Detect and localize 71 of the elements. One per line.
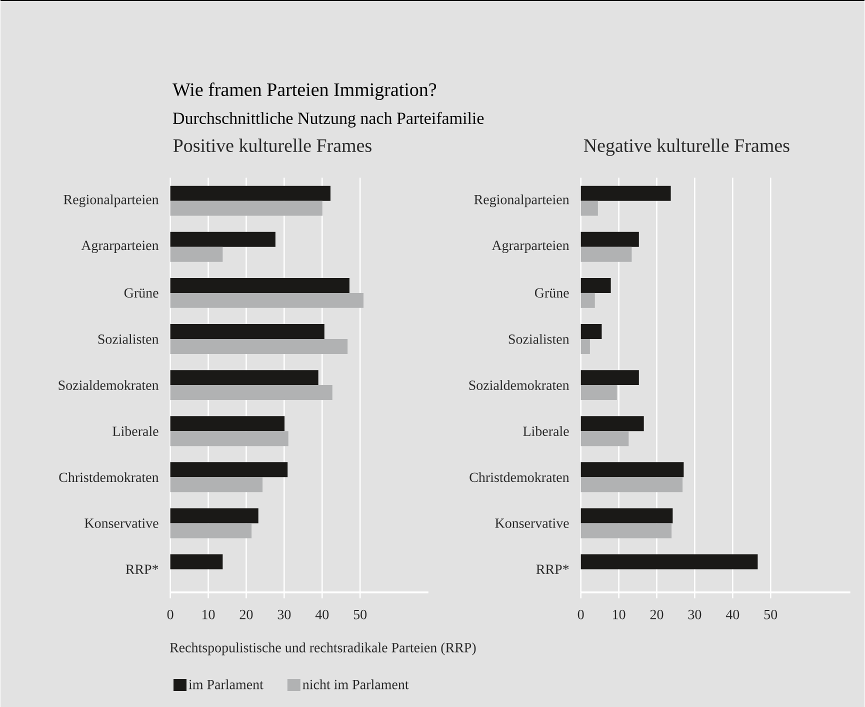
bar [170, 554, 223, 570]
bar [580, 324, 602, 339]
x-tick-label: 0 [578, 610, 584, 620]
bar [580, 523, 672, 538]
x-tick-label: 10 [613, 610, 626, 620]
bar [580, 477, 683, 492]
bar [170, 232, 276, 247]
x-tick-label: 40 [315, 610, 329, 620]
y-tick-label: Sozialdemokraten [58, 380, 159, 390]
bar [580, 292, 595, 308]
legend-title: Rechtspopulistische und rechtsradikale Parteien (RRP) [170, 642, 476, 656]
bar [580, 462, 684, 478]
bar [170, 370, 318, 385]
y-tick-label: Sozialisten [98, 334, 159, 344]
y-tick-label: Agrarparteien [492, 240, 570, 253]
chart-title: Positive kulturelle Frames [173, 138, 372, 152]
x-tick-label: 50 [354, 610, 367, 620]
bar [170, 431, 288, 446]
y-tick-label: Liberale [523, 426, 569, 436]
bar [170, 523, 252, 538]
y-tick-label: Grüne [124, 288, 158, 298]
bar [170, 477, 263, 492]
x-tick-label: 50 [764, 610, 778, 620]
bar [580, 200, 598, 216]
legend-label: nicht im Parlament [302, 679, 409, 690]
bar [580, 431, 629, 446]
y-tick-label: Konservative [84, 518, 158, 528]
x-tick-label: 20 [240, 610, 253, 620]
y-tick-label: Konservative [495, 518, 569, 528]
bar [580, 384, 617, 400]
text: Wie framen Parteien Immigration? [172, 82, 436, 100]
y-tick-label: Agrarparteien [81, 240, 159, 253]
y-tick-label: Regionalparteien [474, 194, 570, 208]
bar [170, 246, 223, 262]
bar [580, 370, 639, 385]
y-tick-label: Sozialisten [508, 334, 570, 344]
x-tick-label: 30 [278, 610, 291, 620]
bar [580, 338, 590, 354]
y-tick-label: Christdemokraten [470, 472, 570, 482]
x-tick-label: 20 [650, 610, 664, 620]
bar [170, 416, 285, 432]
bar [580, 186, 671, 201]
bar [170, 462, 288, 478]
chart-title: Negative kulturelle Frames [584, 138, 790, 156]
y-tick-label: RRP* [536, 564, 569, 574]
bar [170, 200, 323, 216]
y-tick-label: Grüne [534, 288, 569, 298]
y-tick-label: Sozialdemokraten [469, 380, 570, 390]
bar [580, 554, 758, 570]
bar [580, 416, 644, 432]
bar [170, 292, 364, 308]
bar [580, 232, 639, 247]
y-tick-label: Regionalparteien [64, 194, 159, 208]
bar [580, 508, 673, 524]
bar [170, 278, 350, 293]
bar [580, 246, 632, 262]
bar [580, 278, 611, 293]
bar [170, 324, 324, 339]
y-tick-label: RRP* [126, 564, 158, 574]
x-tick-label: 0 [167, 610, 174, 620]
bar [170, 338, 348, 354]
bar [170, 508, 258, 524]
y-tick-label: Liberale [112, 426, 158, 436]
bar [170, 186, 330, 201]
y-tick-label: Christdemokraten [59, 472, 159, 482]
x-tick-label: 40 [726, 610, 740, 620]
text: Durchschnittliche Nutzung nach Parteifamilie [172, 112, 484, 128]
legend-label: im Parlament [188, 679, 264, 690]
x-tick-label: 30 [688, 610, 702, 620]
bar [170, 384, 332, 400]
x-tick-label: 10 [202, 610, 215, 620]
